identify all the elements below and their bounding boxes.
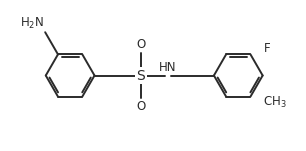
Text: $\mathsf{CH_3}$: $\mathsf{CH_3}$ bbox=[263, 95, 287, 110]
Text: F: F bbox=[263, 42, 270, 55]
Text: O: O bbox=[136, 38, 145, 51]
Text: $\mathsf{H_2N}$: $\mathsf{H_2N}$ bbox=[20, 16, 44, 31]
Text: S: S bbox=[136, 69, 145, 82]
Text: HN: HN bbox=[159, 61, 176, 74]
Text: O: O bbox=[136, 100, 145, 113]
